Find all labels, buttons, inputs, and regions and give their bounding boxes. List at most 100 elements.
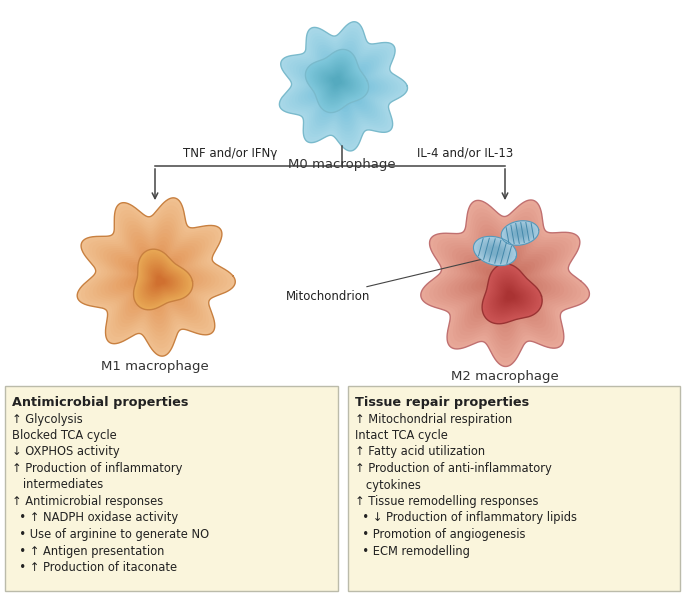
Polygon shape xyxy=(454,232,556,333)
Polygon shape xyxy=(475,253,534,311)
Text: • Promotion of angiogenesis: • Promotion of angiogenesis xyxy=(355,528,525,541)
Polygon shape xyxy=(142,259,183,301)
Polygon shape xyxy=(320,64,354,98)
Polygon shape xyxy=(306,49,369,113)
Polygon shape xyxy=(487,246,503,256)
Polygon shape xyxy=(77,198,235,356)
Polygon shape xyxy=(479,240,511,262)
Text: cytokines: cytokines xyxy=(355,479,421,492)
Polygon shape xyxy=(292,35,395,138)
Polygon shape xyxy=(311,54,375,119)
Polygon shape xyxy=(510,226,530,240)
Polygon shape xyxy=(486,269,537,319)
Text: Blocked TCA cycle: Blocked TCA cycle xyxy=(12,429,116,442)
Polygon shape xyxy=(482,264,542,324)
Polygon shape xyxy=(304,48,382,125)
Text: • ↑ Antigen presentation: • ↑ Antigen presentation xyxy=(12,545,164,557)
Polygon shape xyxy=(325,69,349,94)
Polygon shape xyxy=(438,216,573,349)
Polygon shape xyxy=(425,204,585,362)
Polygon shape xyxy=(282,25,404,148)
Polygon shape xyxy=(295,38,391,135)
Polygon shape xyxy=(482,242,508,260)
Polygon shape xyxy=(502,222,538,244)
Text: ↑ Glycolysis: ↑ Glycolysis xyxy=(12,412,83,426)
Text: ↑ Production of inflammatory: ↑ Production of inflammatory xyxy=(12,462,182,475)
Polygon shape xyxy=(495,278,527,311)
Polygon shape xyxy=(97,218,215,336)
Polygon shape xyxy=(314,57,371,115)
Polygon shape xyxy=(147,265,177,296)
Polygon shape xyxy=(317,60,369,112)
Polygon shape xyxy=(504,290,516,302)
Polygon shape xyxy=(479,257,530,307)
Polygon shape xyxy=(475,237,515,265)
Polygon shape xyxy=(489,272,534,317)
Text: • ↓ Production of inflammatory lipids: • ↓ Production of inflammatory lipids xyxy=(355,511,577,524)
Polygon shape xyxy=(138,254,188,306)
Polygon shape xyxy=(484,265,540,322)
Text: Intact TCA cycle: Intact TCA cycle xyxy=(355,429,448,442)
Polygon shape xyxy=(308,52,365,110)
Polygon shape xyxy=(511,227,530,239)
Polygon shape xyxy=(507,225,533,241)
Polygon shape xyxy=(459,237,551,328)
Polygon shape xyxy=(512,228,528,238)
Polygon shape xyxy=(136,252,190,307)
Polygon shape xyxy=(488,265,522,298)
Polygon shape xyxy=(310,54,364,108)
Polygon shape xyxy=(134,249,192,310)
Text: Mitochondrion: Mitochondrion xyxy=(286,260,480,303)
Text: • ↑ Production of itaconate: • ↑ Production of itaconate xyxy=(12,561,177,574)
Polygon shape xyxy=(89,210,223,344)
Polygon shape xyxy=(442,221,569,345)
Polygon shape xyxy=(323,67,351,95)
Text: ↑ Tissue remodelling responses: ↑ Tissue remodelling responses xyxy=(355,495,538,508)
Polygon shape xyxy=(501,221,539,246)
Polygon shape xyxy=(331,74,343,87)
Polygon shape xyxy=(155,275,166,287)
Polygon shape xyxy=(463,241,547,324)
Polygon shape xyxy=(326,70,358,103)
Polygon shape xyxy=(85,206,227,348)
Polygon shape xyxy=(467,244,543,319)
Polygon shape xyxy=(151,270,171,291)
Polygon shape xyxy=(307,51,367,111)
Polygon shape xyxy=(484,260,526,302)
Polygon shape xyxy=(308,51,378,122)
Polygon shape xyxy=(333,76,352,96)
Polygon shape xyxy=(112,233,199,320)
Text: ↑ Antimicrobial responses: ↑ Antimicrobial responses xyxy=(12,495,163,508)
Polygon shape xyxy=(140,260,171,292)
Polygon shape xyxy=(156,276,165,285)
Text: ↓ OXPHOS activity: ↓ OXPHOS activity xyxy=(12,445,120,458)
Polygon shape xyxy=(279,21,408,151)
Polygon shape xyxy=(486,245,504,257)
Text: ↑ Fatty acid utilization: ↑ Fatty acid utilization xyxy=(355,445,485,458)
Polygon shape xyxy=(506,224,534,242)
Polygon shape xyxy=(503,222,536,244)
Text: M1 macrophage: M1 macrophage xyxy=(101,360,209,373)
Text: Antimicrobial properties: Antimicrobial properties xyxy=(12,396,188,409)
Polygon shape xyxy=(143,264,167,288)
Text: • Use of arginine to generate NO: • Use of arginine to generate NO xyxy=(12,528,209,541)
Polygon shape xyxy=(434,212,577,353)
Polygon shape xyxy=(149,268,173,293)
Polygon shape xyxy=(505,223,535,243)
Polygon shape xyxy=(152,271,170,290)
Polygon shape xyxy=(313,57,361,105)
Polygon shape xyxy=(480,241,510,261)
Polygon shape xyxy=(116,237,195,316)
Polygon shape xyxy=(488,270,536,318)
Polygon shape xyxy=(320,64,365,108)
Polygon shape xyxy=(289,32,398,141)
Polygon shape xyxy=(140,257,184,303)
Polygon shape xyxy=(132,253,179,300)
Polygon shape xyxy=(490,274,532,315)
Polygon shape xyxy=(286,28,401,144)
Polygon shape xyxy=(450,228,560,337)
Text: TNF and/or IFNγ: TNF and/or IFNγ xyxy=(183,147,277,160)
Polygon shape xyxy=(499,283,523,307)
Polygon shape xyxy=(500,285,521,306)
Polygon shape xyxy=(471,249,539,315)
